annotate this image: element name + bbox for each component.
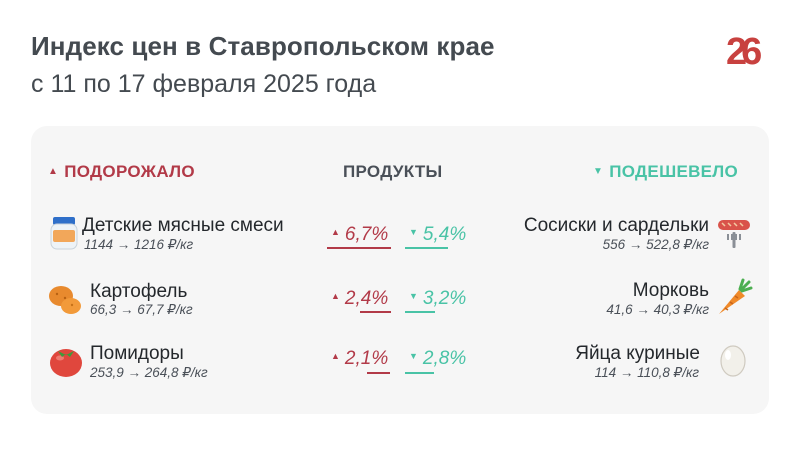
row-2-up-price: 66,3 → 67,7 ₽/кг bbox=[90, 302, 193, 317]
row-1-down-name: Сосиски и сардельки bbox=[523, 215, 709, 236]
row-3-down-price: 114 → 110,8 ₽/кг bbox=[594, 365, 699, 380]
row-2-up-underline bbox=[360, 311, 391, 313]
sausage-on-fork-icon bbox=[718, 220, 750, 248]
triangle-up-icon: ▲ bbox=[331, 227, 340, 237]
price-index-card bbox=[31, 126, 769, 414]
row-3-up-underline bbox=[367, 372, 390, 374]
potato-icon bbox=[49, 286, 81, 314]
row-2-down-price: 41,6 → 40,3 ₽/кг bbox=[606, 302, 709, 317]
row-1-down-price: 556 → 522,8 ₽/кг bbox=[602, 237, 709, 252]
triangle-up-icon: ▲ bbox=[331, 351, 340, 361]
row-2-up-percent: ▲ 2,4% bbox=[331, 288, 389, 309]
triangle-down-icon: ▼ bbox=[593, 166, 604, 177]
page-subtitle: с 11 по 17 февраля 2025 года bbox=[31, 70, 377, 98]
row-2-down-underline bbox=[405, 311, 435, 313]
row-3-up-price: 253,9 → 264,8 ₽/кг bbox=[90, 365, 208, 380]
logo-26-icon: 26 bbox=[726, 31, 767, 70]
page-title: Индекс цен в Ставропольском крае bbox=[31, 31, 495, 61]
svg-text:26: 26 bbox=[726, 31, 761, 70]
column-header-products: ПРОДУКТЫ bbox=[343, 162, 443, 181]
row-1-up-underline bbox=[327, 247, 391, 249]
row-3-up-name: Помидоры bbox=[90, 343, 184, 364]
column-header-down: ▼ ПОДЕШЕВЕЛО bbox=[593, 162, 739, 181]
row-1-down-underline bbox=[405, 247, 448, 249]
column-header-up: ▲ ПОДОРОЖАЛО bbox=[48, 162, 195, 181]
row-2-up-name: Картофель bbox=[90, 281, 188, 302]
row-1-up-name: Детские мясные смеси bbox=[82, 215, 284, 236]
row-1-up-price: 1144 → 1216 ₽/кг bbox=[84, 237, 194, 252]
row-2-down-percent: ▼ 3,2% bbox=[409, 288, 467, 309]
row-3-down-underline bbox=[405, 372, 434, 374]
triangle-down-icon: ▼ bbox=[409, 291, 418, 301]
row-3-up-percent: ▲ 2,1% bbox=[331, 348, 389, 369]
egg-icon bbox=[720, 345, 746, 377]
carrot-icon bbox=[719, 278, 753, 314]
row-1-up-percent: ▲ 6,7% bbox=[331, 224, 389, 245]
row-3-down-name: Яйца куриные bbox=[575, 343, 700, 364]
triangle-up-icon: ▲ bbox=[48, 166, 59, 177]
row-2-down-name: Морковь bbox=[632, 280, 709, 301]
triangle-up-icon: ▲ bbox=[331, 291, 340, 301]
baby-food-jar-icon bbox=[50, 217, 78, 250]
triangle-down-icon: ▼ bbox=[409, 351, 418, 361]
row-1-down-percent: ▼ 5,4% bbox=[409, 224, 467, 245]
triangle-down-icon: ▼ bbox=[409, 227, 418, 237]
tomato-icon bbox=[50, 349, 82, 377]
row-3-down-percent: ▼ 2,8% bbox=[409, 348, 467, 369]
